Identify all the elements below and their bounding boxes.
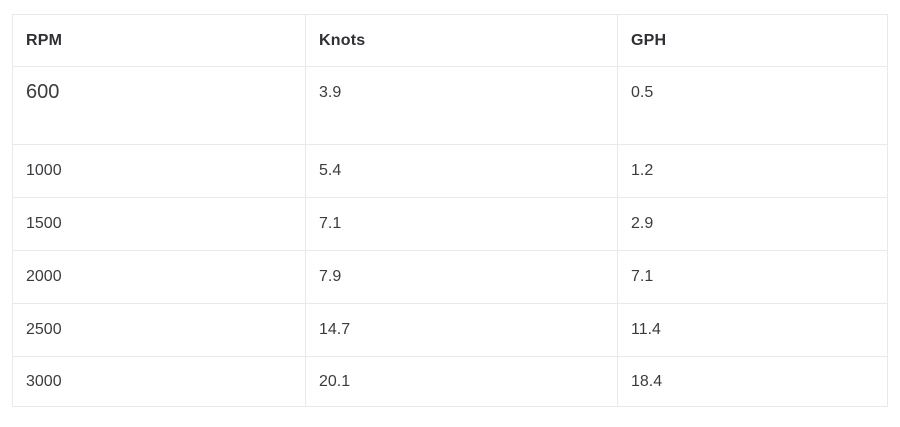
table-row: 1000 5.4 1.2 xyxy=(12,144,888,198)
knots-cell: 5.4 xyxy=(305,144,618,198)
rpm-cell: 1000 xyxy=(12,144,306,198)
rpm-cell: 1500 xyxy=(12,197,306,251)
table-row: 2000 7.9 7.1 xyxy=(12,250,888,304)
gph-cell: 11.4 xyxy=(617,303,888,357)
knots-cell: 7.9 xyxy=(305,250,618,304)
knots-cell: 14.7 xyxy=(305,303,618,357)
column-header-gph: GPH xyxy=(617,14,888,67)
knots-cell: 7.1 xyxy=(305,197,618,251)
knots-cell: 3.9 xyxy=(305,66,618,145)
gph-cell: 1.2 xyxy=(617,144,888,198)
knots-cell: 20.1 xyxy=(305,356,618,407)
table-header-row: RPM Knots GPH xyxy=(12,14,888,67)
table-row: 3000 20.1 18.4 xyxy=(12,356,888,407)
table-row: 2500 14.7 11.4 xyxy=(12,303,888,357)
gph-cell: 7.1 xyxy=(617,250,888,304)
performance-table: RPM Knots GPH 600 3.9 0.5 1000 5.4 1.2 1… xyxy=(12,14,888,407)
rpm-cell: 2000 xyxy=(12,250,306,304)
table-row: 1500 7.1 2.9 xyxy=(12,197,888,251)
rpm-cell: 2500 xyxy=(12,303,306,357)
table-row: 600 3.9 0.5 xyxy=(12,66,888,145)
gph-cell: 0.5 xyxy=(617,66,888,145)
gph-cell: 2.9 xyxy=(617,197,888,251)
column-header-rpm: RPM xyxy=(12,14,306,67)
gph-cell: 18.4 xyxy=(617,356,888,407)
column-header-knots: Knots xyxy=(305,14,618,67)
rpm-cell: 600 xyxy=(12,66,306,145)
rpm-cell: 3000 xyxy=(12,356,306,407)
